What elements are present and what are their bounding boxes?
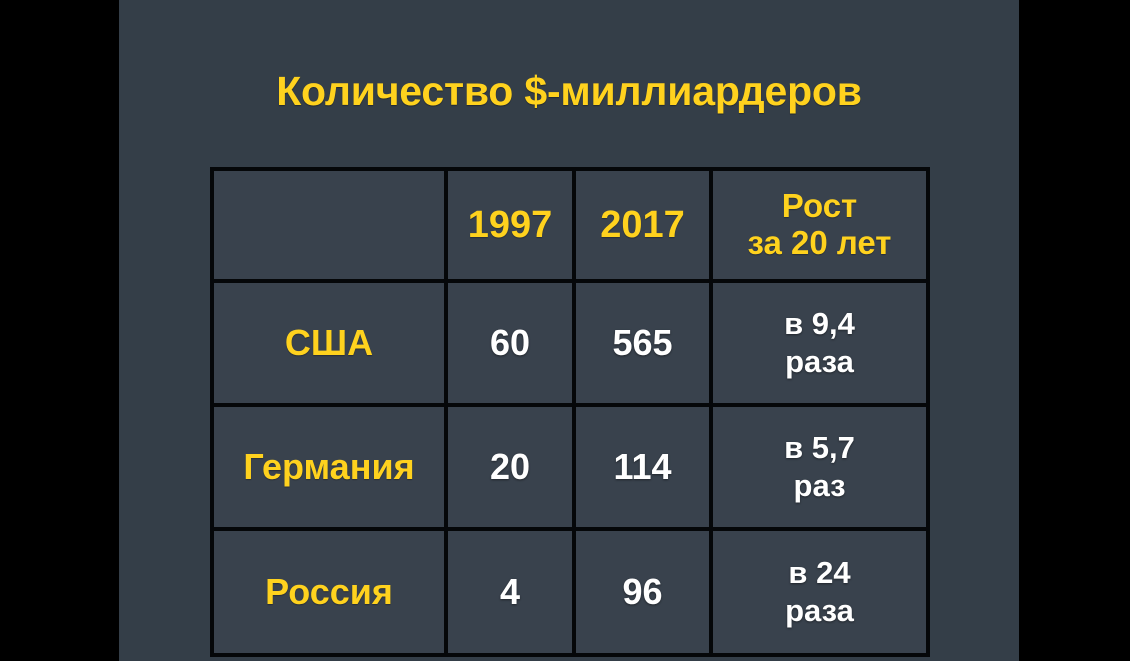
- cell-growth-line2: раза: [785, 593, 854, 628]
- cell-2017: 565: [572, 279, 713, 407]
- cell-growth-line2: раза: [785, 344, 854, 379]
- header-cell-1997: 1997: [444, 167, 576, 283]
- header-cell-2017: 2017: [572, 167, 713, 283]
- table-header-row: 1997 2017 Рост за 20 лет: [210, 167, 930, 283]
- cell-country: Россия: [210, 527, 448, 657]
- page-title: Количество $-миллиардеров: [276, 68, 862, 114]
- cell-2017: 114: [572, 403, 713, 531]
- letterbox-left: [0, 0, 119, 661]
- billionaires-table: 1997 2017 Рост за 20 лет США 60 565 в 9,…: [210, 167, 930, 657]
- cell-country: Германия: [210, 403, 448, 531]
- cell-growth: в 5,7 раз: [709, 403, 930, 531]
- letterbox-right: [1019, 0, 1130, 661]
- table-row: США 60 565 в 9,4 раза: [210, 279, 930, 407]
- cell-growth-line1: в 5,7: [784, 430, 855, 466]
- slide-canvas: Количество $-миллиардеров 1997 2017 Рост…: [119, 0, 1019, 661]
- cell-country: США: [210, 279, 448, 407]
- header-growth-line1: Рост: [781, 187, 858, 225]
- header-growth-line2: за 20 лет: [747, 224, 892, 261]
- table-row: Россия 4 96 в 24 раза: [210, 527, 930, 657]
- header-cell-growth: Рост за 20 лет: [709, 167, 930, 283]
- cell-growth-line1: в 9,4: [784, 306, 855, 342]
- header-cell-country: [210, 167, 448, 283]
- table-row: Германия 20 114 в 5,7 раз: [210, 403, 930, 531]
- cell-growth-line1: в 24: [788, 555, 851, 591]
- cell-growth: в 9,4 раза: [709, 279, 930, 407]
- cell-growth: в 24 раза: [709, 527, 930, 657]
- cell-1997: 4: [444, 527, 576, 657]
- cell-1997: 20: [444, 403, 576, 531]
- cell-growth-line2: раз: [793, 468, 846, 503]
- cell-2017: 96: [572, 527, 713, 657]
- cell-1997: 60: [444, 279, 576, 407]
